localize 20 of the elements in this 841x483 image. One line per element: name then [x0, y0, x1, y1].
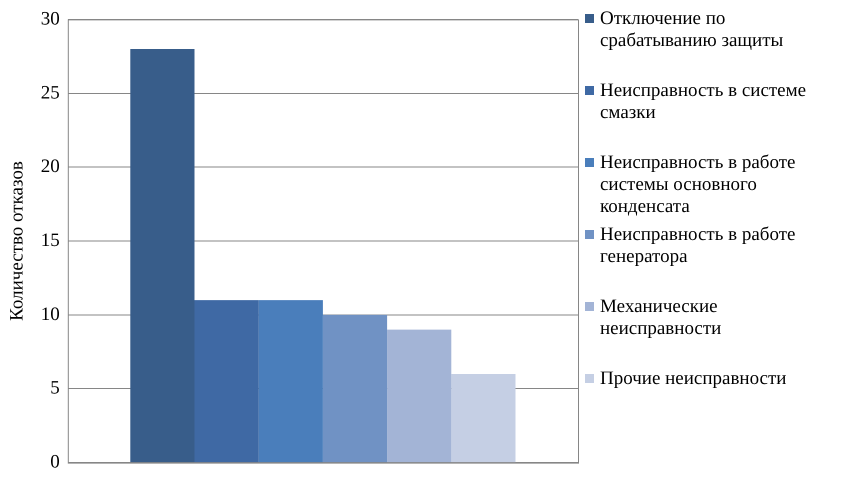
bar	[451, 374, 516, 462]
bar	[258, 300, 323, 462]
y-axis-title: Количество отказов	[6, 161, 28, 321]
legend-label: Прочие неисправности	[600, 368, 786, 390]
y-tick-label: 25	[40, 82, 60, 104]
y-tick-label: 30	[40, 8, 60, 30]
bar	[130, 48, 194, 462]
y-tick-label: 0	[50, 452, 60, 473]
legend-label: Механические неисправности	[600, 296, 722, 340]
bar	[194, 300, 259, 462]
y-tick-label: 15	[40, 230, 60, 251]
legend-label: Неисправность в системе смазки	[600, 80, 808, 124]
y-tick-label: 10	[40, 304, 60, 325]
y-tick-label: 5	[50, 378, 60, 399]
legend-label: Неисправность в работе генератора	[600, 224, 796, 268]
bar	[387, 330, 452, 462]
y-tick-label: 20	[40, 156, 60, 178]
legend-label: Неисправность в работе системы основного конденсата	[600, 152, 796, 218]
bar	[322, 314, 388, 462]
legend-label: Отключение по срабатыванию защиты	[600, 8, 784, 52]
